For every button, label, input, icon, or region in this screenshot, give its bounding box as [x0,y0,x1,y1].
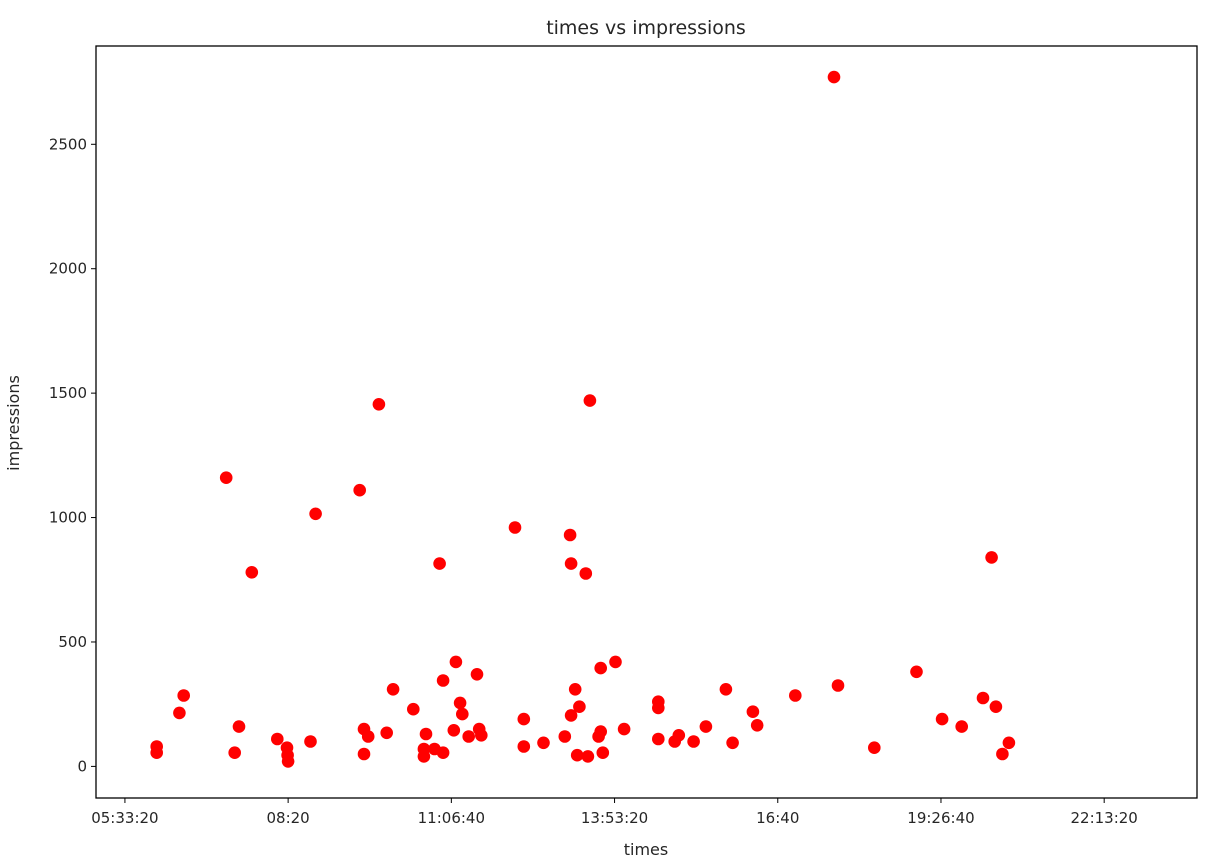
data-point [475,729,488,742]
y-tick-label: 2500 [49,135,87,153]
data-point [726,736,739,750]
data-point [453,696,467,710]
data-point [361,730,375,743]
y-tick-label: 0 [77,757,87,775]
data-point [568,683,582,696]
data-point [407,702,420,716]
data-point [564,557,578,570]
data-point [436,746,450,759]
data-point [831,679,845,692]
data-point [868,741,881,754]
data-point [719,683,733,696]
y-axis-ticks: 0 500 1000 1500 2000 2500 [49,135,96,775]
data-point [976,691,990,705]
data-point [617,722,631,736]
data-point [789,689,802,702]
x-tick-label: 22:13:20 [1070,809,1137,827]
y-tick-label: 2000 [49,260,87,278]
data-point [380,726,394,740]
data-point [563,528,577,542]
x-tick-label: 08:20 [267,809,310,827]
data-point [699,720,713,733]
data-point [594,725,607,738]
x-tick-label: 19:26:40 [907,809,974,827]
data-point [433,557,446,570]
data-point [177,689,190,702]
data-point [955,720,968,733]
x-tick-label: 13:53:20 [581,809,648,827]
x-axis-ticks: 05:33:20 08:20 11:06:40 13:53:20 16:40 19:26:… [91,798,1138,827]
data-point [150,740,163,753]
data-point [996,747,1009,761]
data-point [419,727,433,741]
data-point [232,720,246,733]
data-point [245,566,259,579]
data-point [672,729,686,742]
x-axis-label: times [624,840,668,859]
y-tick-label: 1500 [49,384,87,402]
y-tick-label: 500 [58,633,87,651]
plot-frame [95,45,1198,799]
data-point [750,719,764,732]
data-point [470,668,484,681]
data-point [579,567,593,580]
data-point [564,709,578,722]
data-point [537,736,550,750]
data-point [271,732,284,746]
data-point [910,665,923,679]
data-point [449,655,463,669]
y-tick-label: 1000 [49,509,87,527]
points-layer [150,70,1016,768]
y-axis-label: impressions [4,375,23,471]
data-point [558,730,572,743]
data-point [935,712,949,726]
data-point [652,695,665,708]
data-point [309,507,322,521]
data-point [583,394,597,407]
data-point [746,705,760,718]
x-tick-label: 05:33:20 [91,809,158,827]
data-point [436,674,450,687]
x-tick-label: 11:06:40 [418,809,485,827]
data-point [456,707,469,721]
data-point [652,732,665,746]
data-point [581,750,595,763]
data-point [462,730,476,743]
data-point [353,483,367,497]
data-point [570,748,584,762]
data-point [687,735,700,748]
chart-title: times vs impressions [546,17,746,39]
data-point [573,700,586,713]
data-point [609,655,622,669]
x-tick-label: 16:40 [756,809,799,827]
data-point [228,746,241,759]
data-point [989,700,1003,713]
data-point [508,521,522,534]
data-point [596,746,610,759]
data-point [304,735,317,748]
data-point [517,740,531,753]
data-point [386,683,400,696]
data-point [357,747,371,761]
data-point [985,551,998,564]
data-point [372,398,386,411]
data-point [219,471,233,485]
data-point [517,712,531,726]
data-point [173,706,186,720]
data-point [1002,736,1016,750]
data-point [827,70,841,84]
data-point [281,755,295,768]
data-point [594,661,607,675]
data-point [417,742,431,756]
data-point [447,724,461,737]
